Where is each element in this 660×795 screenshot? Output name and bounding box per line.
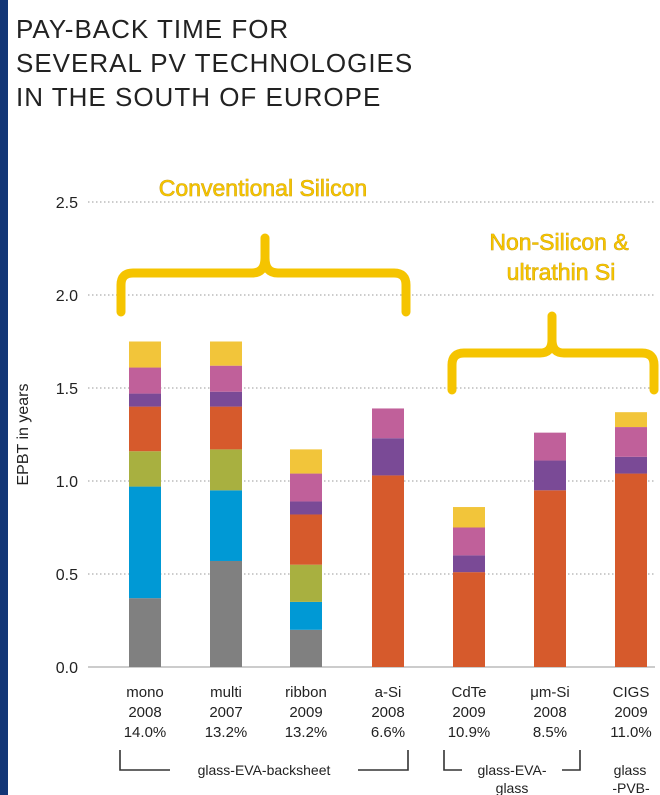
bar-segment-purple: [129, 393, 161, 407]
bar-segment-purple: [615, 456, 647, 474]
bar-segment-pink: [129, 367, 161, 394]
x-tick-label: multi: [210, 684, 242, 701]
group-bracket-glass-glass: [443, 750, 581, 771]
bar-segment-orange: [534, 490, 566, 667]
x-tick-label: 2008: [371, 704, 404, 721]
group-label-backsheet: glass-EVA-backsheet: [198, 762, 331, 778]
x-tick-label: 2008: [128, 704, 161, 721]
bar-segment-orange: [129, 406, 161, 452]
page-title: PAY-BACK TIME FOR SEVERAL PV TECHNOLOGIE…: [16, 14, 414, 112]
x-tick-label: a-Si: [375, 684, 402, 701]
group-label-pvb-line1: glass: [614, 762, 647, 778]
bar-segment-pink: [290, 473, 322, 502]
bar-segment-gray: [129, 598, 161, 667]
bar-segment-purple: [290, 501, 322, 515]
x-tick-label: 2008: [533, 704, 566, 721]
x-tick-label: mono: [126, 684, 164, 701]
x-tick-label: 6.6%: [371, 724, 405, 741]
bar-segment-purple: [210, 391, 242, 407]
group-label-glass-glass-line1: glass-EVA-: [478, 762, 547, 778]
y-tick-label: 2.5: [56, 195, 78, 212]
y-tick-label: 1.5: [56, 381, 78, 398]
group-label-pvb-line2: -PVB-: [612, 780, 650, 795]
y-tick-labels: 0.0 0.5 1.0 1.5 2.0 2.5: [56, 195, 78, 677]
annotation-non-silicon-line2: ultrathin Si: [507, 259, 616, 285]
y-tick-label: 0.5: [56, 567, 78, 584]
x-tick-label: 2009: [614, 704, 647, 721]
bar-segment-olive: [210, 449, 242, 491]
non-silicon-brace: [447, 311, 659, 395]
y-axis-label: EPBT in years: [15, 384, 32, 486]
bar-segment-orange: [453, 572, 485, 667]
x-tick-label: 13.2%: [285, 724, 328, 741]
x-tick-label: 2009: [452, 704, 485, 721]
annotation-non-silicon-line1: Non-Silicon &: [489, 229, 628, 255]
x-tick-label: 2009: [289, 704, 322, 721]
bar-segment-pink: [210, 365, 242, 392]
group-bracket-backsheet: [119, 750, 409, 771]
bar-segment-pink: [372, 408, 404, 439]
bar-segment-purple: [372, 438, 404, 476]
bar-segment-blue: [210, 490, 242, 561]
grid-lines: [88, 201, 655, 575]
bar-segment-gray: [290, 629, 322, 667]
bar-segment-pink: [534, 432, 566, 461]
bar-segment-gold: [615, 412, 647, 428]
y-tick-label: 0.0: [56, 660, 78, 677]
x-tick-label: μm-Si: [530, 684, 569, 701]
x-tick-label: CIGS: [613, 684, 650, 701]
bar-segment-orange: [615, 473, 647, 667]
bar-segment-blue: [129, 486, 161, 599]
bar-segment-orange: [290, 514, 322, 565]
bar-segment-gray: [210, 560, 242, 667]
bar-segment-olive: [129, 451, 161, 487]
bar-segment-gold: [210, 341, 242, 366]
bar-segment-olive: [290, 564, 322, 602]
bar-segment-pink: [615, 427, 647, 457]
bar-segment-orange: [372, 475, 404, 667]
x-tick-label: 11.0%: [610, 724, 651, 741]
x-tick-labels: mono 2008 14.0% multi 2007 13.2% ribbon 2009 13.…: [124, 684, 652, 741]
x-tick-label: ribbon: [285, 684, 327, 701]
y-tick-label: 1.0: [56, 474, 78, 491]
stacked-bars: [129, 341, 647, 667]
bar-segment-purple: [534, 460, 566, 491]
annotation-conventional-silicon: Conventional Silicon: [159, 175, 367, 201]
x-tick-label: 13.2%: [205, 724, 248, 741]
bar-segment-blue: [290, 601, 322, 630]
conventional-silicon-brace: [116, 233, 411, 317]
y-tick-label: 2.0: [56, 288, 78, 305]
bar-segment-purple: [453, 555, 485, 573]
bar-segment-orange: [210, 406, 242, 450]
x-tick-label: 2007: [209, 704, 242, 721]
bar-segment-pink: [453, 527, 485, 556]
group-label-glass-glass-line2: glass: [496, 780, 529, 795]
bar-segment-gold: [290, 449, 322, 474]
x-tick-label: 8.5%: [533, 724, 567, 741]
x-tick-label: CdTe: [451, 684, 486, 701]
bar-segment-gold: [129, 341, 161, 368]
x-tick-label: 10.9%: [448, 724, 491, 741]
bar-segment-gold: [453, 507, 485, 528]
x-tick-label: 14.0%: [124, 724, 167, 741]
